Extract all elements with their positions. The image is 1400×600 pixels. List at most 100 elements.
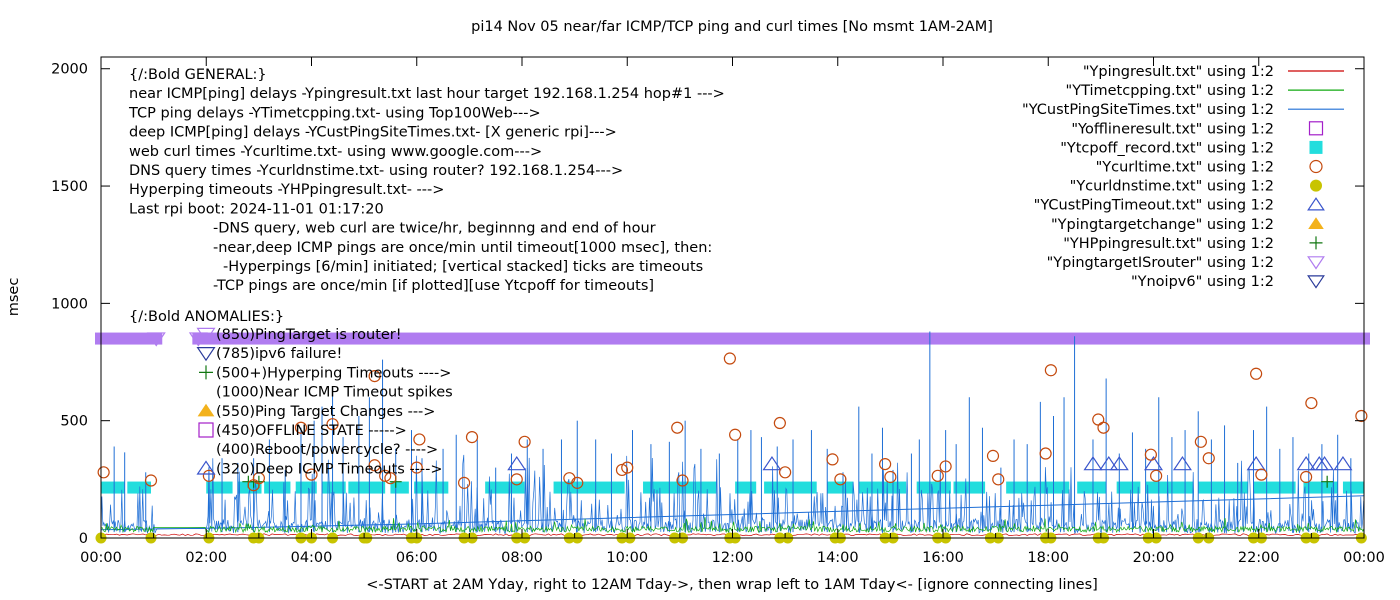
anomaly-marker — [198, 422, 214, 438]
tcpoff-bar — [735, 481, 757, 494]
anomaly-label: (450)OFFLINE STATE -----> — [216, 423, 407, 439]
curl-marker — [939, 460, 952, 473]
curl-marker — [1300, 470, 1313, 484]
curl-marker — [1305, 396, 1318, 410]
note-line: Last rpi boot: 2024-11-01 01:17:20 — [129, 201, 384, 217]
note-line: {/:Bold ANOMALIES:} — [129, 309, 284, 325]
anomaly-label: (550)Ping Target Changes ---> — [216, 404, 435, 420]
x-tick-label: 04:00 — [291, 550, 333, 566]
y-tick-label: 500 — [60, 414, 88, 430]
legend-label: "YpingtargetISrouter" using 1:2 — [1047, 255, 1274, 271]
x-tick-label: 20:00 — [1133, 550, 1175, 566]
custtimeout-marker — [1083, 456, 1103, 471]
note-line: Hyperping timeouts -YHPpingresult.txt- -… — [129, 182, 444, 198]
curl-marker — [1039, 447, 1052, 460]
tcpoff-bar — [827, 481, 854, 494]
curl-marker — [676, 474, 689, 487]
x-tick-label: 02:00 — [185, 550, 227, 566]
tcpoff-bar — [127, 481, 151, 494]
y-tick-label: 1000 — [51, 296, 88, 312]
legend-label: "Ycurltime.txt" using 1:2 — [1096, 160, 1274, 176]
curl-marker — [1092, 413, 1105, 426]
note-line: -Hyperpings [6/min] initiated; [vertical… — [223, 259, 703, 275]
curl-marker — [992, 473, 1005, 486]
x-tick-label: 08:00 — [501, 550, 543, 566]
tcpoff-bar — [295, 481, 317, 494]
tcpoff-bar — [206, 481, 233, 494]
hpping-marker — [1321, 475, 1334, 488]
legend-label: "Ypingtargetchange" using 1:2 — [1051, 217, 1274, 233]
curl-marker — [368, 370, 381, 383]
curl-marker — [834, 473, 847, 486]
custtimeout-marker — [1333, 456, 1353, 471]
curl-marker — [252, 472, 265, 485]
curl-marker — [1355, 409, 1368, 423]
tcpoff-bar — [1253, 481, 1296, 494]
curl-marker — [571, 476, 584, 489]
curl-marker — [97, 466, 110, 479]
curl-marker — [368, 459, 381, 472]
curl-marker — [518, 435, 531, 448]
legend-key — [1307, 197, 1325, 211]
chart-title: pi14 Nov 05 near/far ICMP/TCP ping and c… — [471, 19, 993, 35]
curl-marker — [1044, 364, 1057, 377]
tcpoff-bar — [1198, 481, 1249, 494]
curl-marker — [1194, 435, 1207, 448]
x-tick-label: 06:00 — [396, 550, 438, 566]
note-line: -near,deep ICMP pings are once/min until… — [213, 240, 712, 256]
note-line: near ICMP[ping] delays -Ypingresult.txt … — [129, 86, 725, 102]
custtimeout-marker — [1099, 456, 1119, 471]
y-tick-label: 1500 — [51, 179, 88, 195]
router-band — [95, 332, 163, 345]
legend-label: "YCustPingTimeout.txt" using 1:2 — [1034, 198, 1274, 214]
curl-marker — [384, 472, 397, 485]
tcpoff-bar — [553, 481, 625, 494]
curl-marker — [1202, 452, 1215, 465]
custtimeout-marker — [1172, 456, 1192, 471]
x-tick-label: 22:00 — [1238, 550, 1280, 566]
legend-key — [1307, 275, 1325, 289]
router-band — [192, 332, 1371, 345]
x-tick-label: 12:00 — [712, 550, 754, 566]
custtimeout-marker — [1246, 456, 1266, 471]
tcpoff-bar — [1342, 481, 1364, 494]
curl-marker — [202, 469, 215, 482]
curl-marker — [729, 428, 742, 441]
legend-key — [1309, 140, 1323, 154]
curl-marker — [826, 453, 839, 466]
note-line: web curl times -Ycurltime.txt- using www… — [129, 144, 542, 160]
custtimeout-marker — [1315, 456, 1335, 471]
curl-marker — [510, 473, 523, 486]
plot-area: 0 500 1000 1500 2000 00:00 02:00 04:00 06:00 08:0… — [51, 56, 1385, 566]
anomaly-label: (850)PingTarget is router! — [216, 327, 402, 343]
curl-marker — [615, 463, 629, 477]
anomaly-label: (1000)Near ICMP Timeout spikes — [216, 385, 453, 401]
tcpoff-bar — [643, 481, 717, 494]
curl-marker — [884, 470, 897, 484]
curl-marker — [458, 476, 471, 489]
curl-marker — [671, 421, 684, 434]
curl-marker — [1097, 421, 1110, 434]
custtimeout-marker — [1296, 456, 1316, 471]
tcpoff-bar — [1077, 481, 1107, 494]
x-axis-label: <-START at 2AM Yday, right to 12AM Tday-… — [366, 577, 1098, 593]
legend-label: "Ytcpoff_record.txt" using 1:2 — [1060, 140, 1274, 156]
anomaly-label: (320)Deep ICMP Timeouts ----> — [216, 461, 443, 477]
note-line: deep ICMP[ping] delays -YCustPingSiteTim… — [129, 125, 617, 141]
anomaly-marker — [196, 460, 216, 475]
custtimeout-marker — [1143, 456, 1164, 471]
y-tick-label: 0 — [79, 531, 88, 547]
tcpoff-bar — [348, 481, 386, 494]
tcpoff-bar — [916, 481, 951, 494]
curl-marker — [1250, 367, 1263, 380]
tcpoff-bar — [1303, 481, 1338, 494]
note-line: {/:Bold GENERAL:} — [129, 67, 267, 83]
legend-key — [1307, 256, 1325, 270]
tcpoff-bar — [390, 481, 409, 494]
note-line: DNS query times -Ycurldnstime.txt- using… — [129, 163, 623, 179]
x-tick-label: 00:00 — [1343, 550, 1385, 566]
curl-marker — [465, 431, 479, 444]
anomaly-marker — [197, 403, 215, 417]
cust-series — [100, 454, 1365, 535]
